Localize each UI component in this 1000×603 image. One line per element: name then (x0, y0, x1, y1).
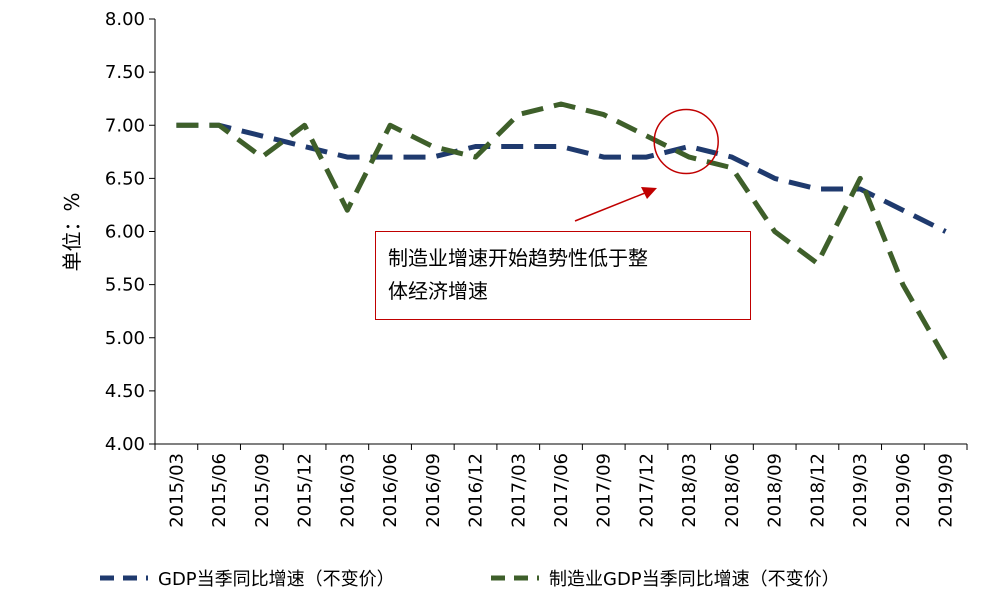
series-line-manufacturing (176, 101, 948, 361)
legend-label: 制造业GDP当季同比增速（不变价） (549, 569, 840, 590)
y-ticks: 4.00 4.50 5.00 5.50 6.00 6.50 7.00 7.50 8.00 (105, 9, 155, 455)
annotation-arrow-line (574, 192, 646, 222)
y-tick-label: 7.50 (105, 62, 145, 83)
x-tick-label: 2019/06 (893, 453, 914, 528)
y-tick-label: 7.00 (105, 115, 145, 136)
x-tick-label: 2019/03 (850, 453, 871, 528)
x-tick-label: 2018/09 (765, 453, 786, 528)
legend: GDP当季同比增速（不变价） 制造业GDP当季同比增速（不变价） (100, 569, 840, 590)
x-tick-label: 2016/03 (337, 453, 358, 528)
x-tick-label: 2015/12 (295, 453, 316, 528)
y-tick-label: 8.00 (105, 9, 145, 30)
annotation-circle (653, 108, 719, 175)
y-tick-label: 5.00 (105, 328, 145, 349)
x-tick-label: 2017/12 (636, 453, 657, 528)
x-tick-label: 2017/06 (551, 453, 572, 528)
annotation-arrow-head (641, 187, 657, 199)
y-tick-label: 4.50 (105, 381, 145, 402)
legend-label: GDP当季同比增速（不变价） (158, 569, 395, 590)
y-tick-label: 5.50 (105, 275, 145, 296)
y-tick-label: 6.00 (105, 222, 145, 243)
x-tick-label: 2017/09 (594, 453, 615, 528)
y-axis-label: 单位：% (60, 192, 84, 271)
x-tick-label: 2015/03 (166, 453, 187, 528)
x-tick-label: 2016/12 (466, 453, 487, 528)
annotation-line-2: 体经济增速 (388, 279, 488, 303)
x-tick-label: 2016/09 (423, 453, 444, 528)
x-tick-label: 2018/06 (722, 453, 743, 528)
y-tick-label: 6.50 (105, 168, 145, 189)
x-tick-label: 2015/06 (209, 453, 230, 528)
series-layer (176, 101, 948, 361)
annotation-box: 制造业增速开始趋势性低于整 体经济增速 (375, 231, 751, 320)
x-tick-label: 2018/12 (807, 453, 828, 528)
x-tick-label: 2019/09 (936, 453, 957, 528)
x-tick-label: 2017/03 (508, 453, 529, 528)
x-tick-label: 2015/09 (252, 453, 273, 528)
annotation-line-1: 制造业增速开始趋势性低于整 (388, 246, 648, 270)
annotation-layer (574, 108, 719, 222)
x-tick-label: 2018/03 (679, 453, 700, 528)
series-line-gdp (176, 122, 947, 234)
x-tick-label: 2016/06 (380, 453, 401, 528)
y-tick-label: 4.00 (105, 434, 145, 455)
x-ticks: 2015/03 2015/06 2015/09 2015/12 2016/03 2016/… (154, 444, 968, 528)
